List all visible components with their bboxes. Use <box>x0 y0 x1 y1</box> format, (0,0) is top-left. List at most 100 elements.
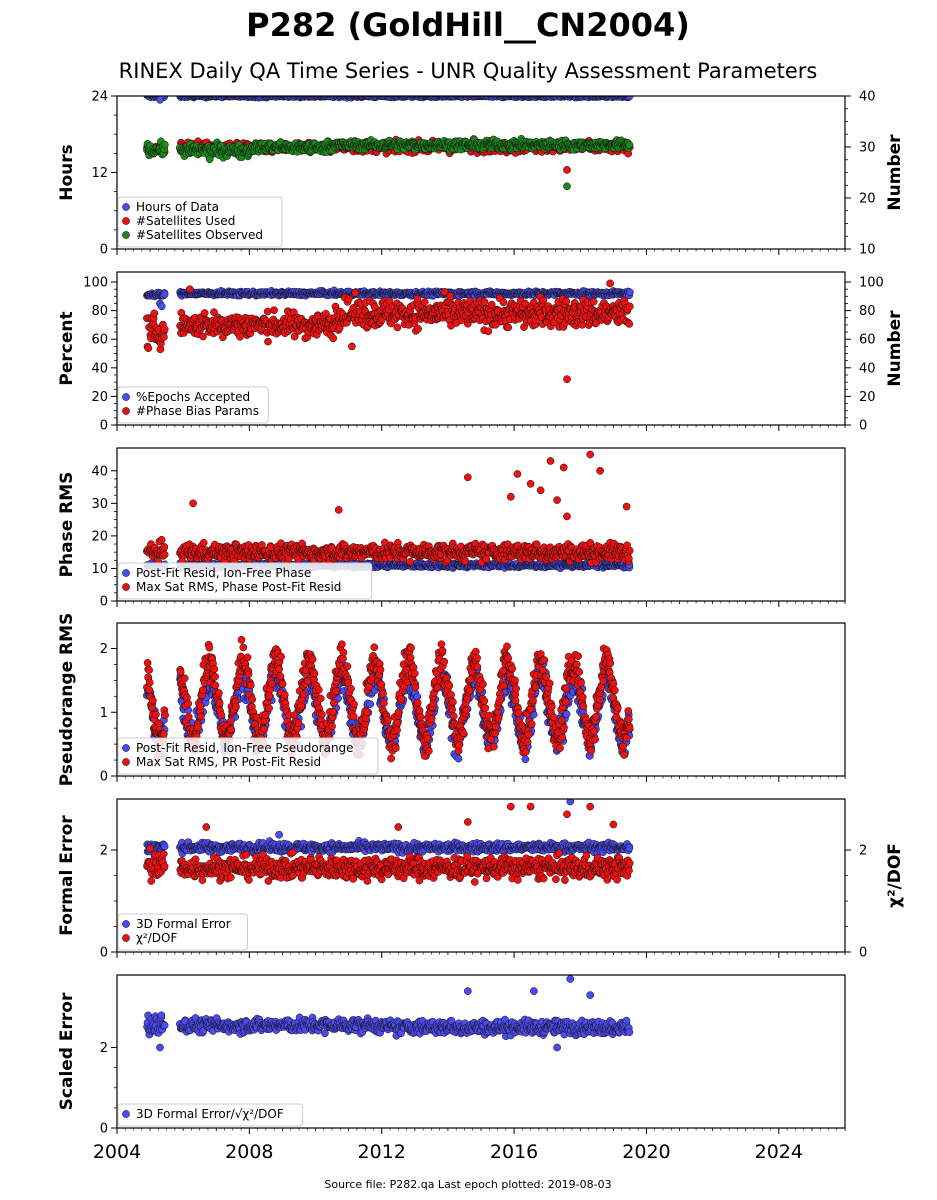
y-right-tick-label: 10 <box>859 243 876 258</box>
y-axis-label: Percent <box>57 311 77 385</box>
data-point <box>236 332 244 341</box>
y-right-tick-label: 40 <box>859 361 876 376</box>
y-axis-label: Hours <box>57 144 77 201</box>
y-axis-right: 0 20 40 60 80 100 Number <box>845 276 905 434</box>
y-right-tick-label: 30 <box>859 141 876 156</box>
data-point <box>420 298 429 306</box>
data-point <box>480 298 489 306</box>
x-axis <box>116 249 846 255</box>
scatter-points <box>143 279 634 384</box>
data-point <box>625 302 634 311</box>
data-point <box>563 182 571 191</box>
series-2-points <box>142 450 634 567</box>
data-point <box>210 308 218 317</box>
y-tick-label: 0 <box>100 243 108 258</box>
series-2-points <box>143 279 634 384</box>
data-point <box>270 306 278 315</box>
series-1-points <box>143 96 634 104</box>
data-point <box>199 332 207 341</box>
data-point <box>344 294 353 303</box>
data-point <box>385 297 394 305</box>
y-right-axis-label: Number <box>885 134 905 211</box>
legend-box <box>117 196 283 248</box>
data-point <box>521 299 529 308</box>
scatter-points <box>143 96 634 191</box>
data-point <box>264 337 272 346</box>
data-point <box>539 296 548 305</box>
data-point <box>446 292 455 300</box>
y-right-tick-label: 20 <box>859 192 876 207</box>
data-point <box>329 334 338 343</box>
data-point <box>589 297 598 306</box>
data-point <box>563 166 571 174</box>
legend-marker <box>122 203 130 211</box>
legend-marker <box>122 393 130 401</box>
y-axis-left: 0 20 40 60 80 100 Percent <box>57 276 117 434</box>
y-tick-label: 12 <box>91 166 108 181</box>
y-tick-label: 0 <box>100 419 108 434</box>
data-point <box>160 325 169 334</box>
data-point <box>150 309 159 318</box>
y-right-tick-label: 60 <box>859 333 876 348</box>
data-point <box>562 297 571 306</box>
data-point <box>414 324 422 333</box>
data-point <box>625 320 634 328</box>
y-tick-label: 60 <box>91 333 108 348</box>
y-tick-label: 100 <box>83 276 108 291</box>
data-point <box>157 302 166 311</box>
legend-entry: #Satellites Observed <box>136 228 263 242</box>
data-point <box>563 375 571 384</box>
y-right-tick-label: 20 <box>859 390 876 405</box>
scatter-points <box>142 450 634 573</box>
y-axis-right: 10 20 30 40 Number <box>845 90 905 258</box>
data-point <box>504 323 513 332</box>
legend-entry: Hours of Data <box>136 200 219 214</box>
data-point <box>440 288 449 296</box>
data-point <box>351 288 360 297</box>
data-point <box>487 300 496 309</box>
data-point <box>160 290 169 299</box>
legend-marker <box>122 217 130 225</box>
data-point <box>393 323 402 332</box>
y-right-tick-label: 80 <box>859 304 876 319</box>
legend-entry: #Satellites Used <box>136 214 235 228</box>
y-right-tick-label: 100 <box>859 276 884 291</box>
data-point <box>263 307 272 316</box>
legend-marker <box>122 231 130 239</box>
y-tick-label: 40 <box>91 361 108 376</box>
figure-subtitle: RINEX Daily QA Time Series - UNR Quality… <box>119 59 818 83</box>
x-axis <box>116 425 846 431</box>
data-point <box>625 140 634 149</box>
data-point <box>160 333 168 341</box>
data-point <box>185 285 194 294</box>
data-point <box>290 332 299 341</box>
legend-entry: #Phase Bias Params <box>136 404 259 418</box>
data-point <box>156 96 164 104</box>
y-right-tick-label: 0 <box>859 419 867 434</box>
figure-title: P282 (GoldHill__CN2004) <box>246 6 690 44</box>
data-point <box>348 342 356 351</box>
y-right-tick-label: 40 <box>859 90 876 105</box>
y-right-axis-label: Number <box>885 310 905 387</box>
data-point <box>606 279 614 288</box>
data-point <box>499 298 508 307</box>
legend-box <box>117 386 269 424</box>
data-point <box>144 344 153 353</box>
y-tick-label: 20 <box>91 390 108 405</box>
y-tick-label: 80 <box>91 304 108 319</box>
y-tick-label: 24 <box>91 90 108 105</box>
legend: Hours of Data#Satellites Used#Satellites… <box>117 196 283 248</box>
data-point <box>200 309 209 317</box>
legend-marker <box>122 407 130 415</box>
data-point <box>205 155 214 164</box>
y-axis-left: 0 12 24 Hours <box>57 90 117 258</box>
data-point <box>626 288 634 297</box>
legend: %Epochs Accepted#Phase Bias Params <box>117 386 269 424</box>
series-3-points <box>143 134 634 191</box>
series-1-points <box>143 286 634 311</box>
legend-entry: %Epochs Accepted <box>136 390 250 404</box>
